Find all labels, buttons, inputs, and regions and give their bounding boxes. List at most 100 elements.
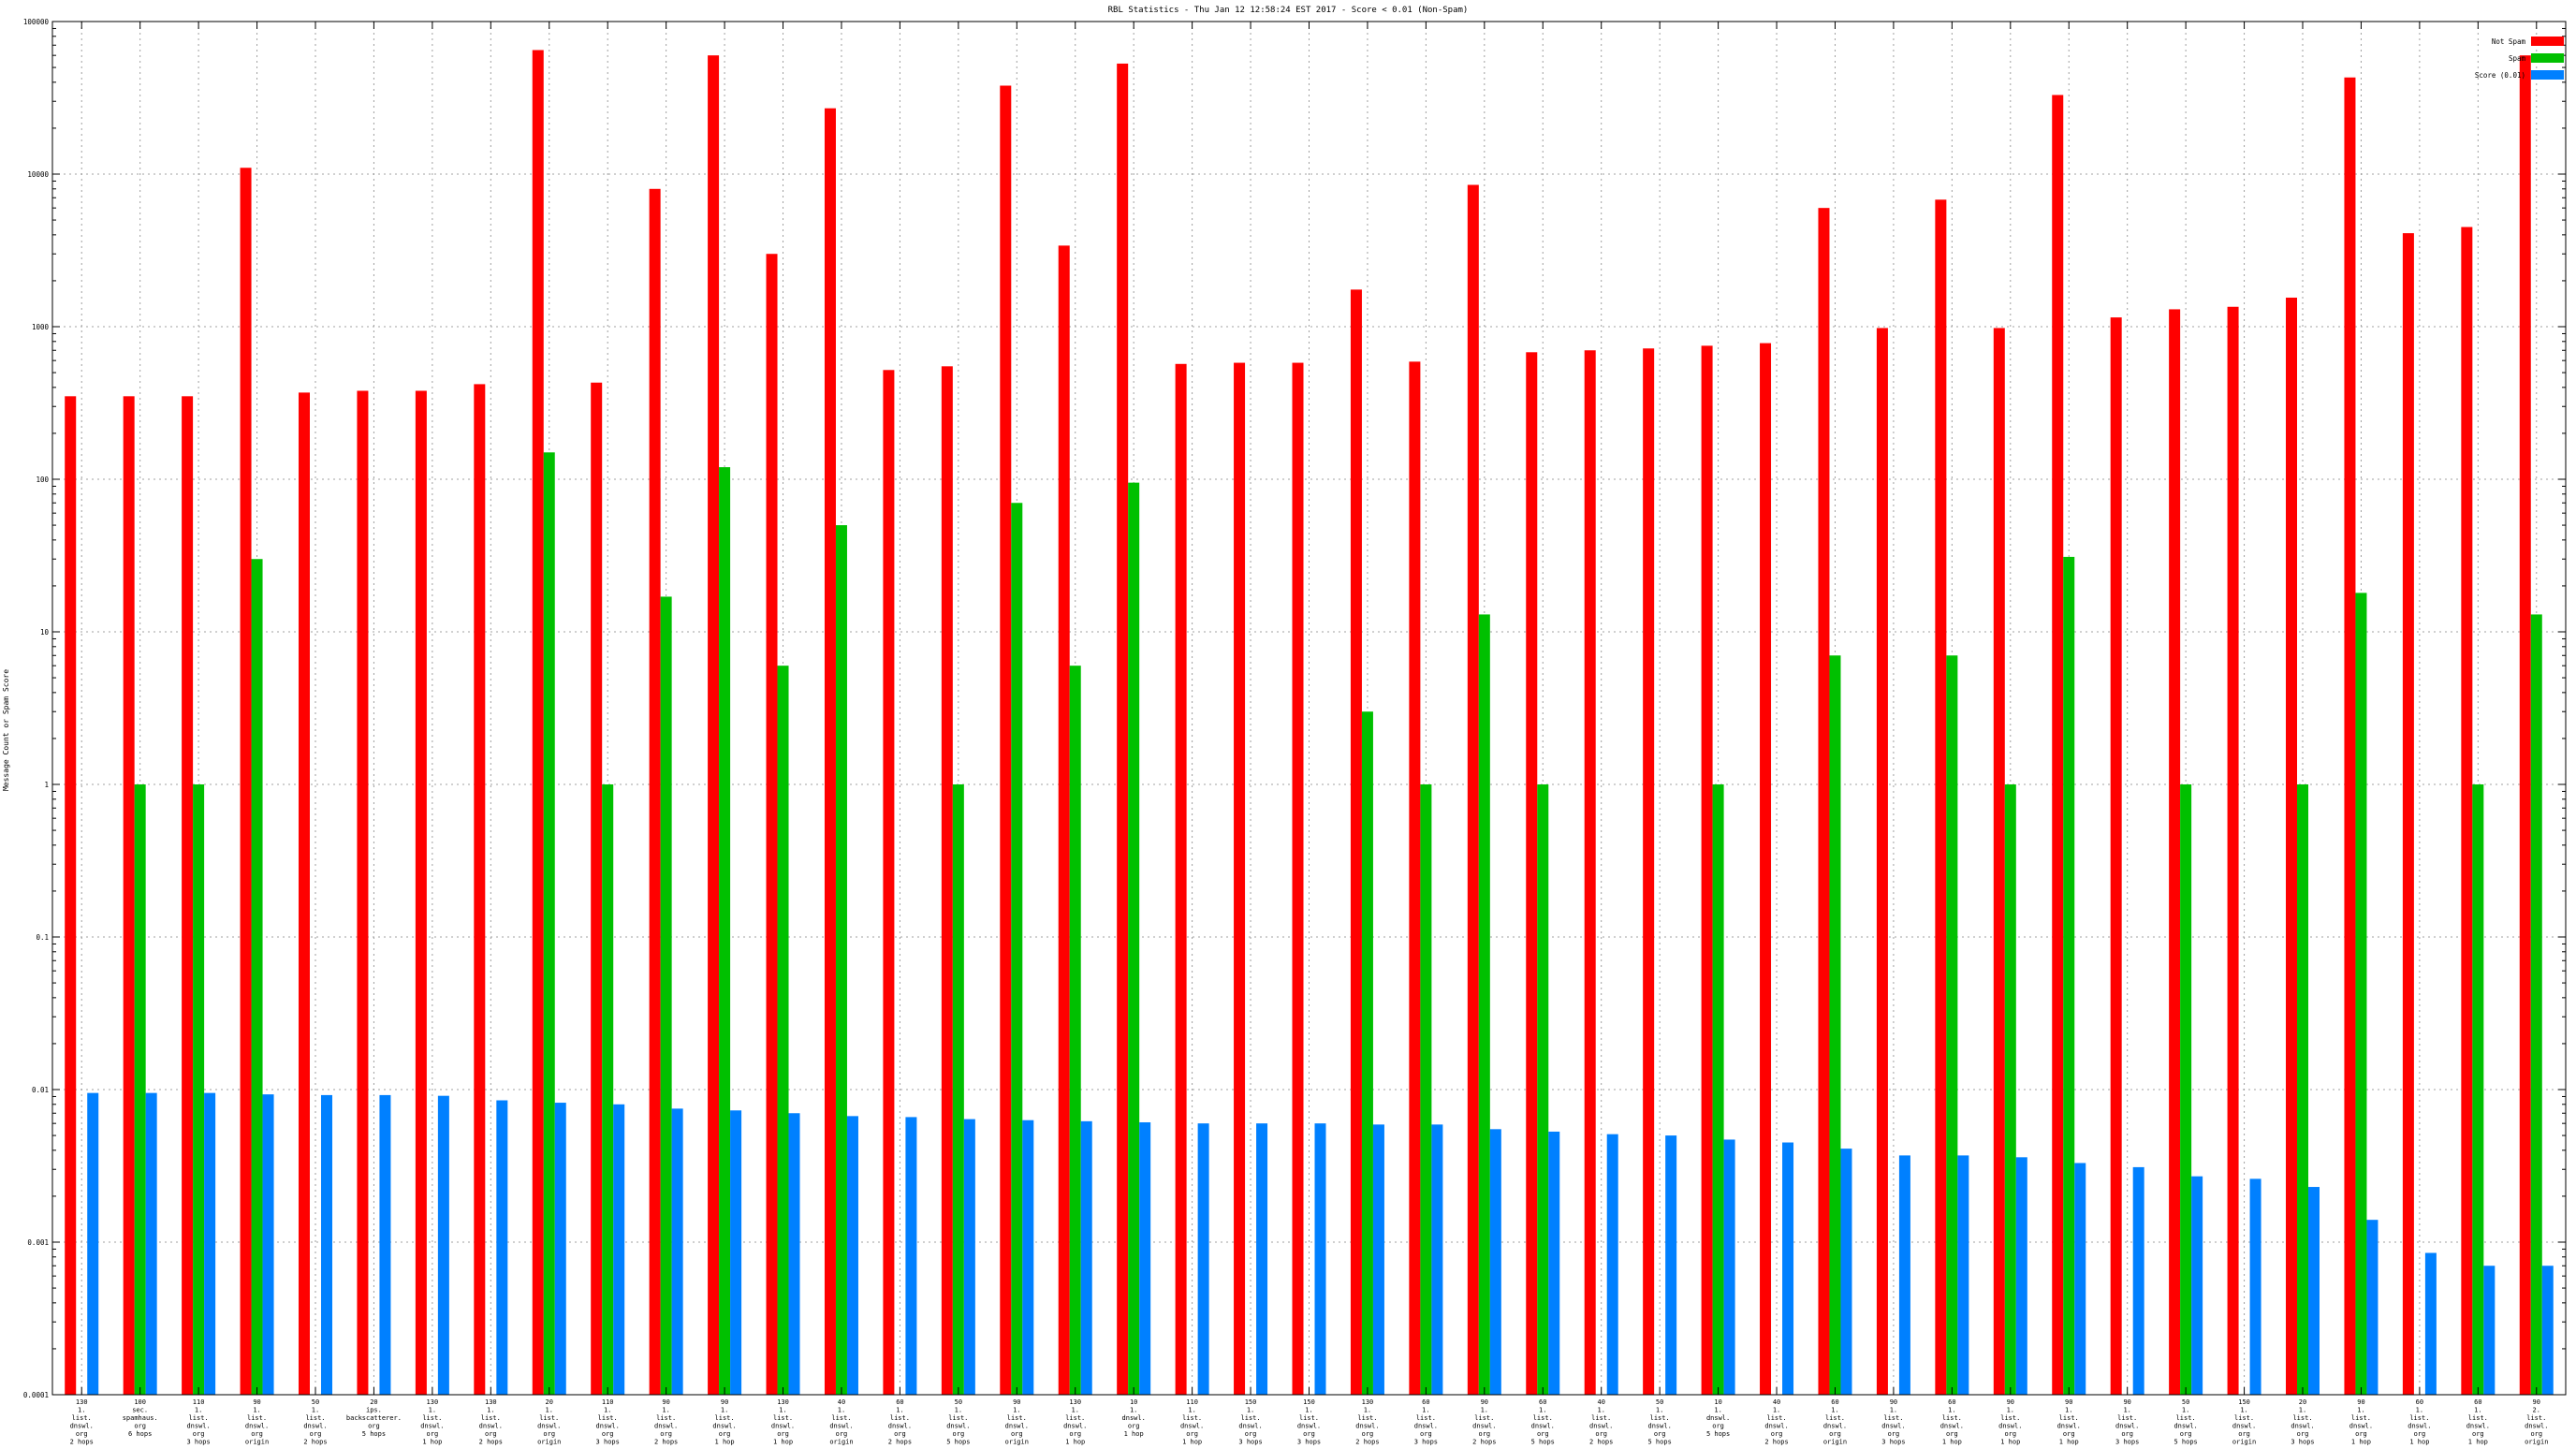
bar-2-22 [1372, 1124, 1384, 1395]
bar-0-19 [1175, 363, 1187, 1396]
bar-1-22 [1361, 711, 1373, 1395]
x-category-label: 20 ips. backscatterer. org 5 hops [346, 1398, 402, 1438]
bar-1-17 [1069, 666, 1081, 1395]
bar-0-18 [1117, 63, 1129, 1396]
bars [65, 50, 2554, 1396]
bar-0-0 [65, 396, 77, 1395]
bar-2-24 [1489, 1129, 1501, 1395]
bar-1-32 [1946, 655, 1958, 1395]
bar-0-40 [2402, 233, 2414, 1396]
bar-1-16 [1011, 503, 1023, 1395]
bar-0-8 [532, 50, 544, 1396]
bar-2-17 [1080, 1120, 1092, 1395]
bar-2-4 [320, 1094, 332, 1395]
bar-0-21 [1292, 362, 1304, 1395]
y-tick-label: 0.0001 [23, 1391, 49, 1399]
bar-1-15 [952, 784, 964, 1395]
bar-1-2 [193, 784, 205, 1395]
bar-0-14 [883, 370, 895, 1395]
bar-2-40 [2424, 1252, 2437, 1395]
bar-2-11 [730, 1110, 742, 1395]
bar-2-13 [846, 1116, 858, 1395]
bar-2-41 [2483, 1266, 2496, 1395]
bar-0-3 [240, 168, 252, 1396]
bar-1-8 [543, 452, 555, 1395]
plot-border [51, 21, 2567, 1396]
x-category-label: 60 1. list. dnswl. org 2 hops [888, 1398, 912, 1446]
bar-2-7 [496, 1100, 508, 1395]
bar-0-12 [766, 254, 778, 1395]
x-category-label: 40 1. list. dnswl. org 2 hops [1589, 1398, 1613, 1446]
bar-1-30 [1829, 655, 1841, 1395]
x-category-label: 90 1. list. dnswl. org 1 hop [712, 1398, 736, 1446]
bar-0-24 [1467, 184, 1479, 1395]
bar-0-5 [357, 390, 369, 1396]
bar-2-6 [437, 1095, 449, 1395]
bar-2-42 [2541, 1266, 2554, 1395]
x-category-label: 130 1. list. dnswl. org 1 hop [771, 1398, 795, 1446]
y-tick-labels: 0.0001 0.001 0.01 0.1 1 10 100 1000 10000 100000 [23, 18, 50, 1399]
x-category-label: 60 1. list. dnswl. org origin [1823, 1398, 1847, 1446]
y-tick-label: 100 [36, 476, 49, 484]
bar-0-39 [2344, 77, 2356, 1396]
bar-2-12 [788, 1113, 800, 1395]
x-category-label: 130 1. list. dnswl. org 2 hops [70, 1398, 94, 1446]
bar-2-5 [379, 1094, 391, 1395]
y-tick-label: 0.1 [36, 933, 49, 942]
x-category-label: 90 1. list. dnswl. org 2 hops [654, 1398, 678, 1446]
bar-0-16 [1000, 85, 1012, 1396]
bar-0-11 [708, 55, 720, 1395]
x-category-label: 110 1. list. dnswl. org 3 hops [186, 1398, 210, 1446]
bar-2-15 [963, 1119, 975, 1395]
y-axis-label: Message Count or Spam Score [2, 669, 10, 791]
x-category-label: 90 1. list. dnswl. org 2 hops [1472, 1398, 1496, 1446]
bar-0-20 [1234, 362, 1246, 1395]
legend-swatch [2531, 70, 2564, 80]
bar-0-42 [2519, 55, 2531, 1395]
x-category-label: 50 1. list. dnswl. org 2 hops [303, 1398, 327, 1446]
bar-2-25 [1548, 1131, 1560, 1395]
x-category-label: 10 1. dnswl. org 1 hop [1122, 1398, 1146, 1438]
bar-2-8 [554, 1103, 566, 1395]
x-category-label: 90 1. list. dnswl. org 3 hops [1881, 1398, 1905, 1446]
bar-2-18 [1139, 1121, 1151, 1395]
x-category-label: 50 1. list. dnswl. org 5 hops [1648, 1398, 1672, 1446]
x-category-label: 60 1. list. dnswl. org 5 hops [1531, 1398, 1555, 1446]
bar-0-29 [1760, 343, 1772, 1395]
bar-0-9 [591, 382, 603, 1395]
bar-0-37 [2227, 306, 2239, 1395]
y-tick-label: 1000 [32, 323, 50, 331]
y-tick-label: 0.01 [32, 1086, 49, 1094]
legend-swatch [2531, 53, 2564, 63]
bar-2-26 [1606, 1134, 1618, 1395]
bar-1-28 [1712, 784, 1724, 1395]
x-category-labels: 130 1. list. dnswl. org 2 hops 100 sec. spamhaus… [70, 1398, 2549, 1446]
bar-0-7 [474, 384, 486, 1395]
bar-2-39 [2366, 1220, 2378, 1395]
bar-2-9 [613, 1104, 625, 1395]
bar-2-30 [1840, 1149, 1852, 1395]
bar-0-30 [1818, 208, 1830, 1395]
x-category-label: 130 1. list. dnswl. org 2 hops [479, 1398, 503, 1446]
bar-2-1 [145, 1092, 157, 1395]
bar-1-38 [2297, 784, 2309, 1395]
bar-0-1 [123, 396, 135, 1395]
bar-1-33 [2004, 784, 2016, 1395]
bar-0-25 [1526, 352, 1538, 1396]
y-tick-label: 10000 [27, 170, 49, 179]
bar-1-11 [719, 467, 731, 1395]
bar-0-38 [2286, 297, 2298, 1395]
bar-0-17 [1058, 245, 1070, 1396]
x-category-label: 100 sec. spamhaus. org 6 hops [123, 1398, 158, 1438]
x-category-label: 110 1. list. dnswl. org 3 hops [596, 1398, 620, 1446]
x-category-label: 60 1. list. dnswl. org 1 hop [2466, 1398, 2490, 1446]
bar-2-0 [87, 1092, 99, 1395]
bar-0-35 [2110, 317, 2122, 1396]
bar-1-1 [134, 784, 146, 1395]
bar-2-27 [1665, 1135, 1677, 1395]
x-category-label: 60 1. list. dnswl. org 3 hops [1414, 1398, 1438, 1446]
x-category-label: 90 1. list. dnswl. org 3 hops [2115, 1398, 2139, 1446]
bar-0-41 [2461, 227, 2473, 1395]
bar-2-3 [262, 1094, 274, 1395]
